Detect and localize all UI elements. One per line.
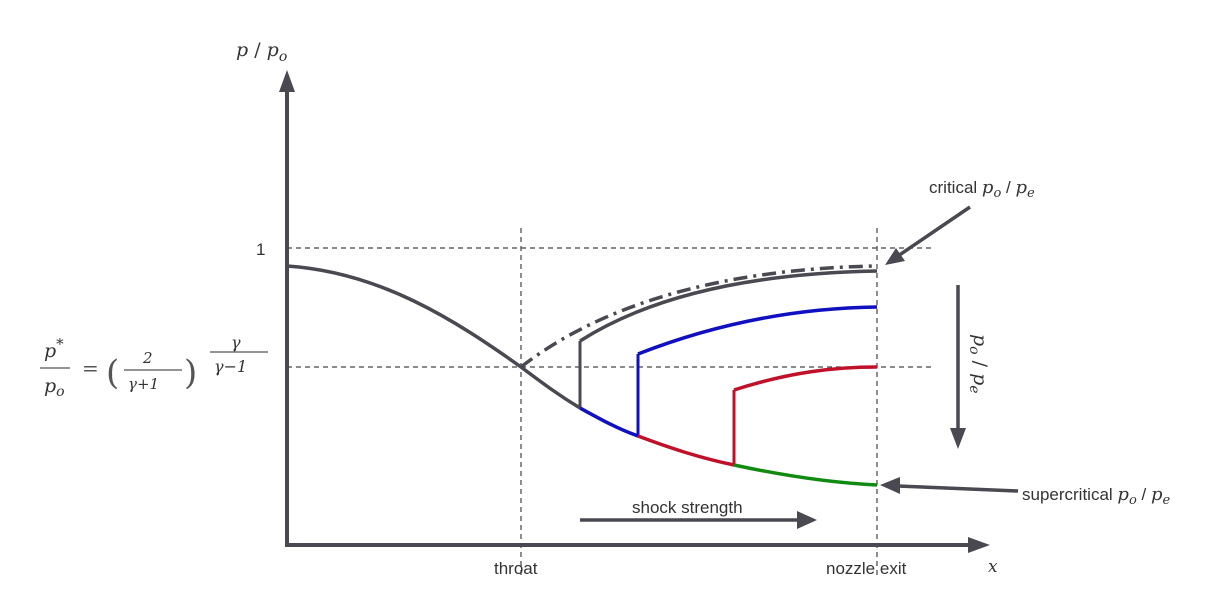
subsonic-recovery-gray xyxy=(579,269,878,343)
critical-label: critical po / pe xyxy=(929,177,1035,201)
svg-text:po: po xyxy=(44,375,65,400)
svg-text:(: ( xyxy=(106,353,119,393)
critical-pointer-arrow xyxy=(894,205,971,260)
nozzle-exit-label: nozzle exit xyxy=(826,559,907,578)
svg-text:p*: p* xyxy=(44,335,64,362)
svg-text:γ+1: γ+1 xyxy=(128,375,159,393)
svg-text:γ−1: γ−1 xyxy=(214,357,247,376)
svg-text:=: = xyxy=(82,356,99,380)
supercritical-pointer-arrowhead xyxy=(880,477,900,494)
subsonic-recovery-blue xyxy=(637,305,878,356)
svg-text:2: 2 xyxy=(142,349,153,367)
svg-text:γ: γ xyxy=(231,333,241,352)
supersonic-branch-green xyxy=(733,463,878,487)
throat-label: throat xyxy=(494,559,538,578)
shock-strength-label: shock strength xyxy=(632,498,743,517)
vertical-pressure-ratio-label: po / pe xyxy=(966,334,991,394)
supercritical-label: supercritical po / pe xyxy=(1022,484,1170,508)
critical-pressure-ratio-formula: p* po = ( 2 γ+1 ) γ γ−1 xyxy=(40,333,268,400)
shock-strength-arrowhead xyxy=(797,511,817,529)
tick-label-one: 1 xyxy=(256,240,265,259)
supersonic-branch-red xyxy=(637,434,735,467)
subsonic-curve xyxy=(286,264,523,369)
x-axis-arrowhead xyxy=(968,537,990,553)
critical-curve-dashdot xyxy=(519,264,878,369)
supersonic-branch-gray xyxy=(519,365,581,410)
supercritical-pointer-arrow xyxy=(897,484,1019,493)
pressure-ratio-down-arrowhead xyxy=(950,428,966,449)
x-axis-label: x xyxy=(988,557,998,577)
supersonic-branch-blue xyxy=(579,406,639,438)
svg-text:): ) xyxy=(184,353,197,393)
y-axis-label: p / po xyxy=(236,39,287,65)
y-axis-arrowhead xyxy=(279,70,295,92)
subsonic-recovery-red xyxy=(733,365,878,392)
critical-pointer-arrowhead xyxy=(885,248,905,265)
